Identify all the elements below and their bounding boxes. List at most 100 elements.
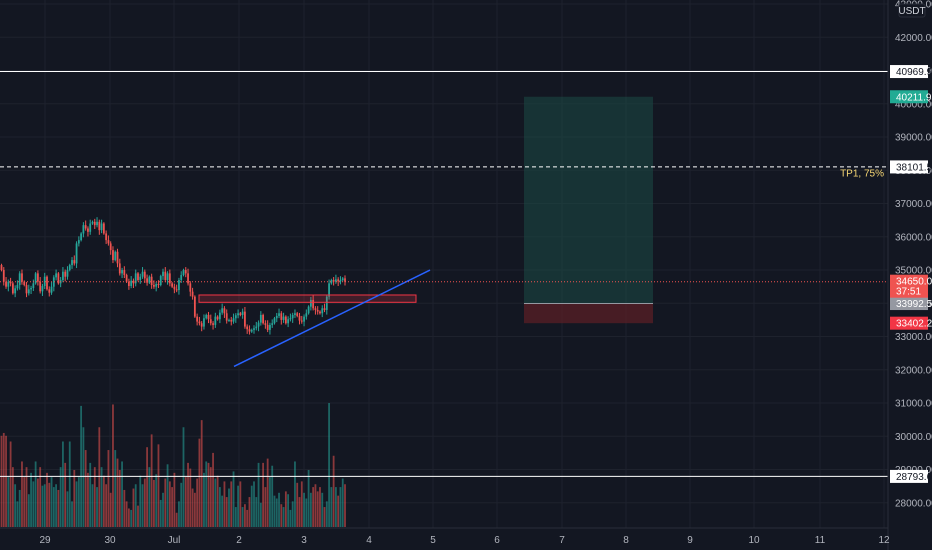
volume-bar bbox=[2, 432, 5, 527]
volume-bar bbox=[214, 478, 217, 527]
candle-body bbox=[307, 306, 310, 314]
candle-body bbox=[52, 277, 55, 287]
horizontal-line-tag bbox=[890, 65, 928, 79]
candle-body bbox=[287, 319, 290, 324]
volume-bar bbox=[168, 481, 171, 527]
volume-bar bbox=[36, 478, 39, 527]
volume-bar bbox=[155, 474, 158, 527]
volume-bar bbox=[59, 467, 62, 527]
volume-bar bbox=[223, 481, 226, 527]
volume-bar bbox=[253, 481, 255, 527]
candle-body bbox=[253, 328, 255, 330]
candle-body bbox=[248, 329, 251, 332]
volume-bar bbox=[98, 427, 101, 527]
candle-body bbox=[209, 319, 212, 324]
candle-body bbox=[305, 313, 308, 317]
drawings-front-layer: TP1, 75% bbox=[0, 71, 888, 477]
volume-bar bbox=[55, 484, 57, 527]
volume-bar bbox=[48, 482, 51, 527]
volume-bar bbox=[32, 481, 35, 527]
time-tick-label: Jul bbox=[168, 535, 181, 546]
volume-bar bbox=[341, 478, 344, 527]
candle-body bbox=[132, 280, 135, 284]
price-tick-label: 35000.00 bbox=[895, 266, 932, 277]
volume-bar bbox=[107, 450, 110, 527]
candle-body bbox=[280, 313, 283, 320]
candle-body bbox=[225, 313, 228, 321]
candle-body bbox=[130, 280, 133, 287]
currency-badge[interactable] bbox=[898, 3, 926, 18]
candle-body bbox=[68, 265, 71, 271]
position-price-tag bbox=[890, 297, 928, 311]
candle-body bbox=[137, 273, 139, 281]
candle-body bbox=[48, 289, 51, 293]
time-axis[interactable]: 29 30 Jul 2 3 4 5 6 7 8 9 10 11 12 bbox=[39, 535, 890, 546]
volume-bar bbox=[150, 434, 153, 527]
volume-bar bbox=[330, 487, 333, 527]
volume-bar bbox=[9, 441, 12, 527]
volume-bar bbox=[305, 498, 308, 527]
volume-bar bbox=[71, 501, 73, 527]
volume-bar bbox=[335, 487, 337, 527]
volume-bar bbox=[278, 492, 280, 527]
volume-bar bbox=[255, 497, 258, 527]
volume-bar bbox=[14, 484, 17, 527]
volume-bar bbox=[16, 501, 19, 527]
volume-bar bbox=[289, 509, 292, 527]
volume-bar bbox=[96, 487, 98, 527]
price-tick-label: 42000.00 bbox=[895, 33, 932, 44]
time-tick-label: 12 bbox=[878, 535, 890, 546]
time-tick-label: 8 bbox=[623, 535, 629, 546]
volume-bar bbox=[57, 489, 60, 527]
candle-body bbox=[112, 250, 114, 261]
candle-body bbox=[321, 308, 324, 314]
volume-bar bbox=[332, 455, 335, 527]
volume-bar bbox=[284, 491, 287, 527]
volume-bar bbox=[52, 487, 55, 527]
candle-body bbox=[237, 313, 239, 316]
time-tick-label: 29 bbox=[39, 535, 51, 546]
candle-body bbox=[75, 243, 78, 264]
volume-bar bbox=[244, 504, 246, 527]
candle-body bbox=[239, 313, 242, 315]
candle-body bbox=[314, 308, 317, 310]
position-stop-zone bbox=[524, 303, 653, 324]
candle-body bbox=[257, 322, 260, 327]
volume-bar bbox=[116, 458, 119, 527]
candle-body bbox=[141, 271, 144, 277]
candle-body bbox=[309, 299, 312, 307]
volume-bar bbox=[82, 427, 85, 527]
volume-bar bbox=[123, 489, 126, 527]
price-tick-label: 37000.00 bbox=[895, 199, 932, 210]
candle-body bbox=[264, 323, 267, 325]
volume-bar bbox=[296, 482, 299, 527]
candle-body bbox=[18, 273, 21, 286]
volume-bar bbox=[328, 403, 330, 527]
time-tick-label: 5 bbox=[430, 535, 436, 546]
candle-body bbox=[16, 285, 19, 289]
candle-body bbox=[155, 284, 158, 287]
volume-bar bbox=[143, 478, 146, 527]
highlight-zone bbox=[198, 294, 417, 303]
position-price-label: 40211.95 bbox=[896, 92, 932, 103]
candle-body bbox=[284, 316, 287, 324]
candle-body bbox=[87, 228, 89, 232]
volume-bar bbox=[127, 508, 130, 527]
candle-body bbox=[262, 314, 265, 324]
horizontal-line-tag bbox=[890, 469, 928, 483]
volume-bar bbox=[148, 467, 151, 527]
time-tick-label: 10 bbox=[748, 535, 760, 546]
candle-body bbox=[200, 323, 203, 327]
volume-bar bbox=[221, 495, 224, 527]
volume-bar bbox=[257, 462, 260, 527]
candle-body bbox=[241, 311, 244, 315]
candle-body bbox=[150, 276, 153, 286]
candle-body bbox=[319, 311, 321, 314]
candle-body bbox=[143, 271, 146, 279]
candle-body bbox=[114, 251, 117, 261]
volume-bar bbox=[298, 497, 301, 527]
candle-body bbox=[146, 278, 148, 283]
candle-body bbox=[121, 270, 123, 274]
candle-body bbox=[230, 319, 233, 322]
